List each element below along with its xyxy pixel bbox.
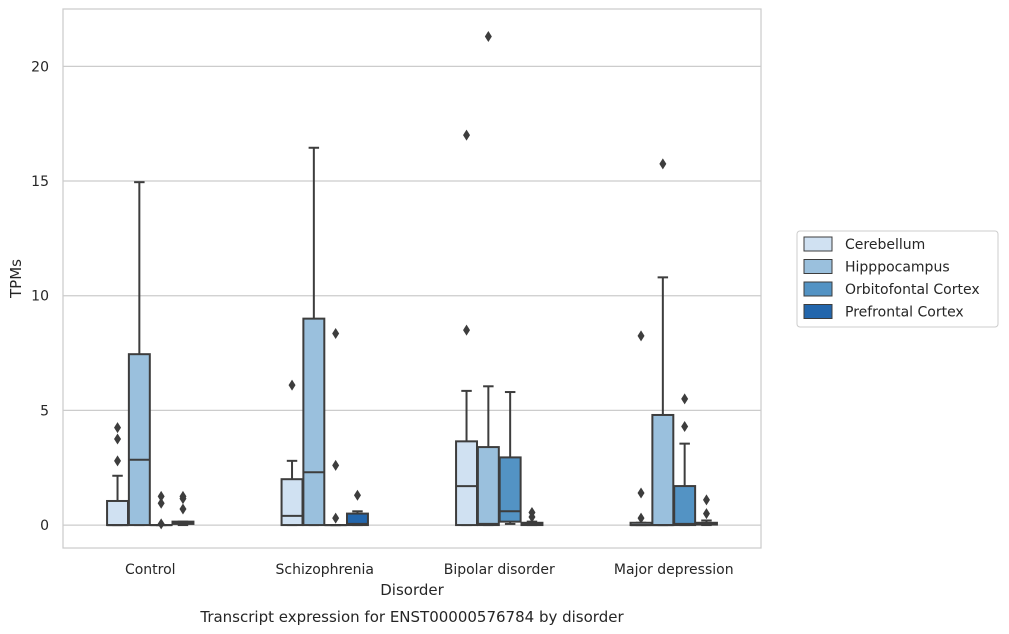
- y-tick-label: 15: [31, 174, 49, 190]
- legend-entry-label: Cerebellum: [845, 237, 925, 253]
- box-group: [106, 422, 130, 527]
- legend: Cerebellum Hipppocampus Orbitofontal Corte…: [796, 230, 999, 328]
- outlier-point: [332, 512, 340, 524]
- outlier-point: [463, 324, 471, 336]
- box-iqr: [280, 478, 304, 527]
- legend-entry-label: Orbitofontal Cortex: [845, 282, 980, 298]
- outlier-point: [637, 330, 645, 342]
- box-group: [673, 393, 697, 527]
- legend-frame: [796, 230, 999, 328]
- x-tick-labels: Control Schizophrenia Bipolar disorder Majo…: [125, 562, 734, 578]
- outlier-point: [484, 31, 492, 43]
- x-tick-label: Major depression: [614, 562, 734, 578]
- box-group: [302, 146, 326, 527]
- outlier-point: [114, 455, 122, 467]
- box-group: [629, 330, 653, 527]
- outlier-point: [157, 518, 165, 530]
- legend-entry-label: Prefrontal Cortex: [845, 305, 964, 321]
- outlier-point: [157, 490, 165, 502]
- y-tick-label: 0: [40, 518, 49, 534]
- outlier-point: [114, 422, 122, 434]
- outlier-point: [681, 393, 689, 405]
- box-group: [324, 328, 348, 527]
- legend-entry-label: Hipppocampus: [845, 260, 950, 276]
- outlier-point: [288, 379, 296, 391]
- outlier-point: [179, 490, 187, 502]
- box-iqr: [673, 485, 697, 527]
- box-iqr: [345, 512, 369, 527]
- plot-frame: [62, 8, 762, 549]
- box-group: [520, 506, 544, 527]
- outlier-point: [528, 506, 536, 518]
- box-group: [149, 490, 173, 530]
- legend-swatch: [803, 259, 833, 274]
- box-group: [694, 494, 718, 527]
- x-tick-label: Control: [125, 562, 176, 578]
- legend-swatch: [803, 281, 833, 297]
- legend-swatch: [803, 304, 833, 319]
- outlier-point: [702, 508, 710, 520]
- box-iqr: [498, 456, 522, 523]
- box-group: [345, 489, 369, 527]
- box-iqr: [302, 317, 326, 527]
- outlier-point: [463, 129, 471, 141]
- x-axis-label: Disorder: [380, 581, 444, 599]
- box-layer: [106, 31, 718, 530]
- outlier-point: [114, 433, 122, 445]
- outlier-point: [637, 487, 645, 499]
- outlier-point: [659, 158, 667, 170]
- box-group: [127, 181, 151, 527]
- x-tick-label: Bipolar disorder: [444, 562, 555, 578]
- outlier-point: [332, 328, 340, 340]
- outlier-point: [353, 489, 361, 501]
- box-iqr: [651, 413, 675, 527]
- x-tick-label: Schizophrenia: [276, 562, 374, 578]
- plot-area: [63, 9, 761, 548]
- box-group: [280, 379, 304, 527]
- box-iqr: [476, 446, 500, 527]
- y-tick-label: 5: [40, 403, 49, 419]
- box-iqr: [127, 353, 151, 527]
- box-iqr: [455, 440, 479, 527]
- y-tick-label: 10: [31, 289, 49, 305]
- outlier-point: [681, 420, 689, 432]
- outlier-point: [157, 497, 165, 509]
- y-tick-labels: 0 5 10 15 20: [31, 59, 49, 534]
- chart-caption: Transcript expression for ENST0000057678…: [199, 608, 624, 626]
- outlier-point: [332, 459, 340, 471]
- outlier-point: [702, 494, 710, 506]
- box-group: [171, 490, 195, 527]
- box-group: [455, 129, 479, 527]
- box-group: [498, 391, 522, 525]
- box-group: [651, 158, 675, 527]
- box-iqr: [106, 499, 130, 527]
- y-axis-label: TPMs: [7, 259, 25, 299]
- outlier-point: [637, 512, 645, 524]
- legend-swatch: [803, 236, 833, 252]
- outlier-point: [179, 503, 187, 515]
- y-tick-label: 20: [31, 59, 49, 75]
